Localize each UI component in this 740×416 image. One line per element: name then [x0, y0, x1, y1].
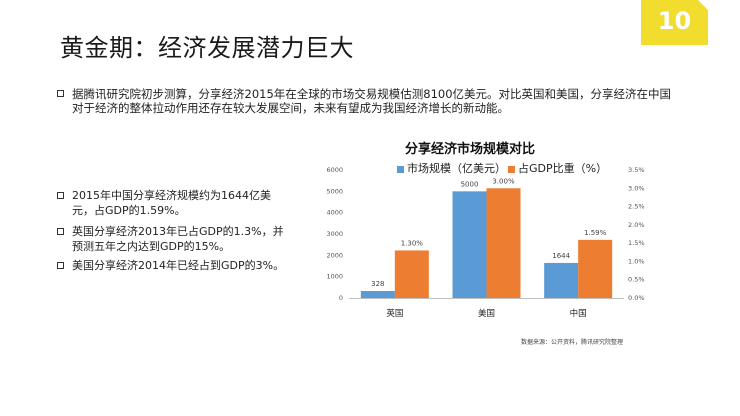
y-tick-label-left: 1000 [326, 273, 343, 281]
data-label: 3.00% [492, 177, 515, 185]
data-label: 1.59% [584, 229, 607, 237]
y-tick-label-right: 3.0% [628, 184, 645, 192]
bar-market-size [452, 191, 487, 298]
bar-gdp-share [578, 239, 613, 298]
y-tick-label-right: 1.5% [628, 239, 645, 247]
x-tick-label: 中国 [570, 308, 587, 319]
bar-gdp-share [486, 188, 521, 298]
bullet-square-icon [57, 90, 64, 97]
page-number: 10 [657, 7, 692, 35]
bullet-square-icon [57, 262, 64, 269]
data-label: 5000 [461, 180, 479, 188]
legend-swatch-blue [397, 165, 404, 173]
bullet-square-icon [57, 192, 64, 199]
page-number-badge: 10 [641, 0, 708, 45]
y-tick-label-left: 6000 [326, 166, 343, 174]
chart-title: 分享经济市场规模对比 [405, 142, 536, 157]
fact-china: 2015年中国分享经济规模约为1644亿美元，占GDP的1.59%。 [72, 189, 271, 217]
y-tick-label-left: 4000 [326, 209, 343, 217]
bar-market-size [544, 262, 579, 298]
legend-item-gdp-share: 占GDP比重（%） [508, 160, 607, 176]
legend-label: 市场规模（亿美元） [407, 162, 506, 175]
fact-uk: 英国分享经济2013年已占GDP的1.3%，并预测五年之内达到GDP的15%。 [72, 225, 284, 253]
y-tick-label-left: 3000 [326, 230, 343, 238]
data-label: 1.30% [401, 239, 424, 247]
bar-market-size [360, 291, 395, 298]
y-tick-label-right: 2.5% [628, 203, 645, 211]
y-tick-label-right: 0.5% [628, 276, 645, 284]
y-tick-label-right: 0.0% [628, 294, 645, 302]
data-label: 1644 [552, 252, 570, 260]
x-tick-label: 美国 [478, 308, 495, 319]
y-tick-label-right: 3.5% [628, 166, 645, 174]
bar-gdp-share [394, 250, 429, 298]
data-label: 328 [371, 280, 384, 288]
legend-item-market-size: 市场规模（亿美元） [397, 160, 506, 176]
source-note: 数据来源：公开资料，腾讯研究院整理 [521, 339, 624, 346]
y-tick-label-left: 5000 [326, 187, 343, 195]
y-tick-label-right: 2.0% [628, 221, 645, 229]
legend-label: 占GDP比重（%） [518, 162, 608, 175]
slide-title: 黄金期：经济发展潜力巨大 [60, 34, 354, 62]
intro-paragraph: 据腾讯研究院初步测算，分享经济2015年在全球的市场交易规模估测8100亿美元。… [72, 87, 672, 115]
x-tick-label: 英国 [386, 308, 403, 319]
legend-swatch-orange [508, 165, 515, 173]
y-tick-label-right: 1.0% [628, 257, 645, 265]
y-tick-label-left: 2000 [326, 251, 343, 259]
bullet-square-icon [57, 228, 64, 235]
badge-notch [698, 0, 708, 10]
y-tick-label-left: 0 [339, 294, 343, 302]
fact-us: 美国分享经济2014年已经占到GDP的3%。 [72, 259, 285, 272]
